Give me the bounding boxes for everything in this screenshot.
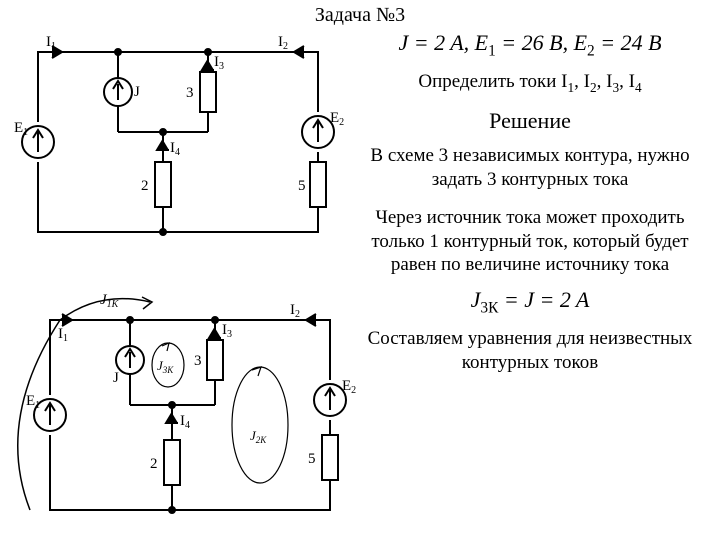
svg-text:J: J bbox=[113, 370, 119, 386]
svg-text:I4: I4 bbox=[170, 140, 180, 158]
svg-text:J2К: J2К bbox=[250, 428, 267, 445]
given-equation: J = 2 A, E1 = 26 В, E2 = 24 В bbox=[350, 30, 710, 60]
svg-text:J1К: J1К bbox=[100, 292, 120, 310]
page-title: Задача №3 bbox=[0, 0, 720, 27]
svg-text:I1: I1 bbox=[46, 34, 56, 52]
svg-text:I1: I1 bbox=[58, 326, 68, 344]
svg-text:3: 3 bbox=[194, 353, 202, 369]
svg-text:I3: I3 bbox=[222, 322, 232, 340]
svg-text:J: J bbox=[134, 84, 140, 100]
svg-text:2: 2 bbox=[150, 456, 158, 472]
svg-text:2: 2 bbox=[141, 178, 149, 194]
svg-text:E1: E1 bbox=[26, 393, 40, 411]
svg-text:E2: E2 bbox=[330, 110, 344, 128]
svg-text:I2: I2 bbox=[278, 34, 288, 52]
para1: В схеме 3 независимых контура, нужно зад… bbox=[350, 144, 710, 192]
svg-text:J3К: J3К bbox=[157, 358, 174, 375]
para3: Составляем уравнения для неизвестных кон… bbox=[350, 327, 710, 375]
svg-text:I2: I2 bbox=[290, 302, 300, 320]
svg-text:E2: E2 bbox=[342, 378, 356, 396]
svg-text:I3: I3 bbox=[214, 54, 224, 72]
svg-text:E1: E1 bbox=[14, 120, 28, 138]
eq-j3k: J3К = J = 2 A bbox=[350, 287, 710, 317]
task-line: Определить токи I1, I2, I3, I4 bbox=[350, 70, 710, 96]
circuit-bottom: J1К I1 I2 I3 I4 E1 E2 J J3К J2К 3 2 5 bbox=[0, 280, 360, 540]
svg-text:3: 3 bbox=[186, 85, 194, 101]
solution-header: Решение bbox=[350, 107, 710, 135]
para2: Через источник тока может проходить толь… bbox=[350, 206, 710, 277]
svg-text:I4: I4 bbox=[180, 413, 190, 431]
circuit-top: I1 I2 I3 I4 E1 E2 J 3 2 5 bbox=[8, 32, 348, 262]
svg-text:5: 5 bbox=[308, 451, 316, 467]
text-column: J = 2 A, E1 = 26 В, E2 = 24 В Определить… bbox=[350, 30, 710, 385]
svg-text:5: 5 bbox=[298, 178, 306, 194]
